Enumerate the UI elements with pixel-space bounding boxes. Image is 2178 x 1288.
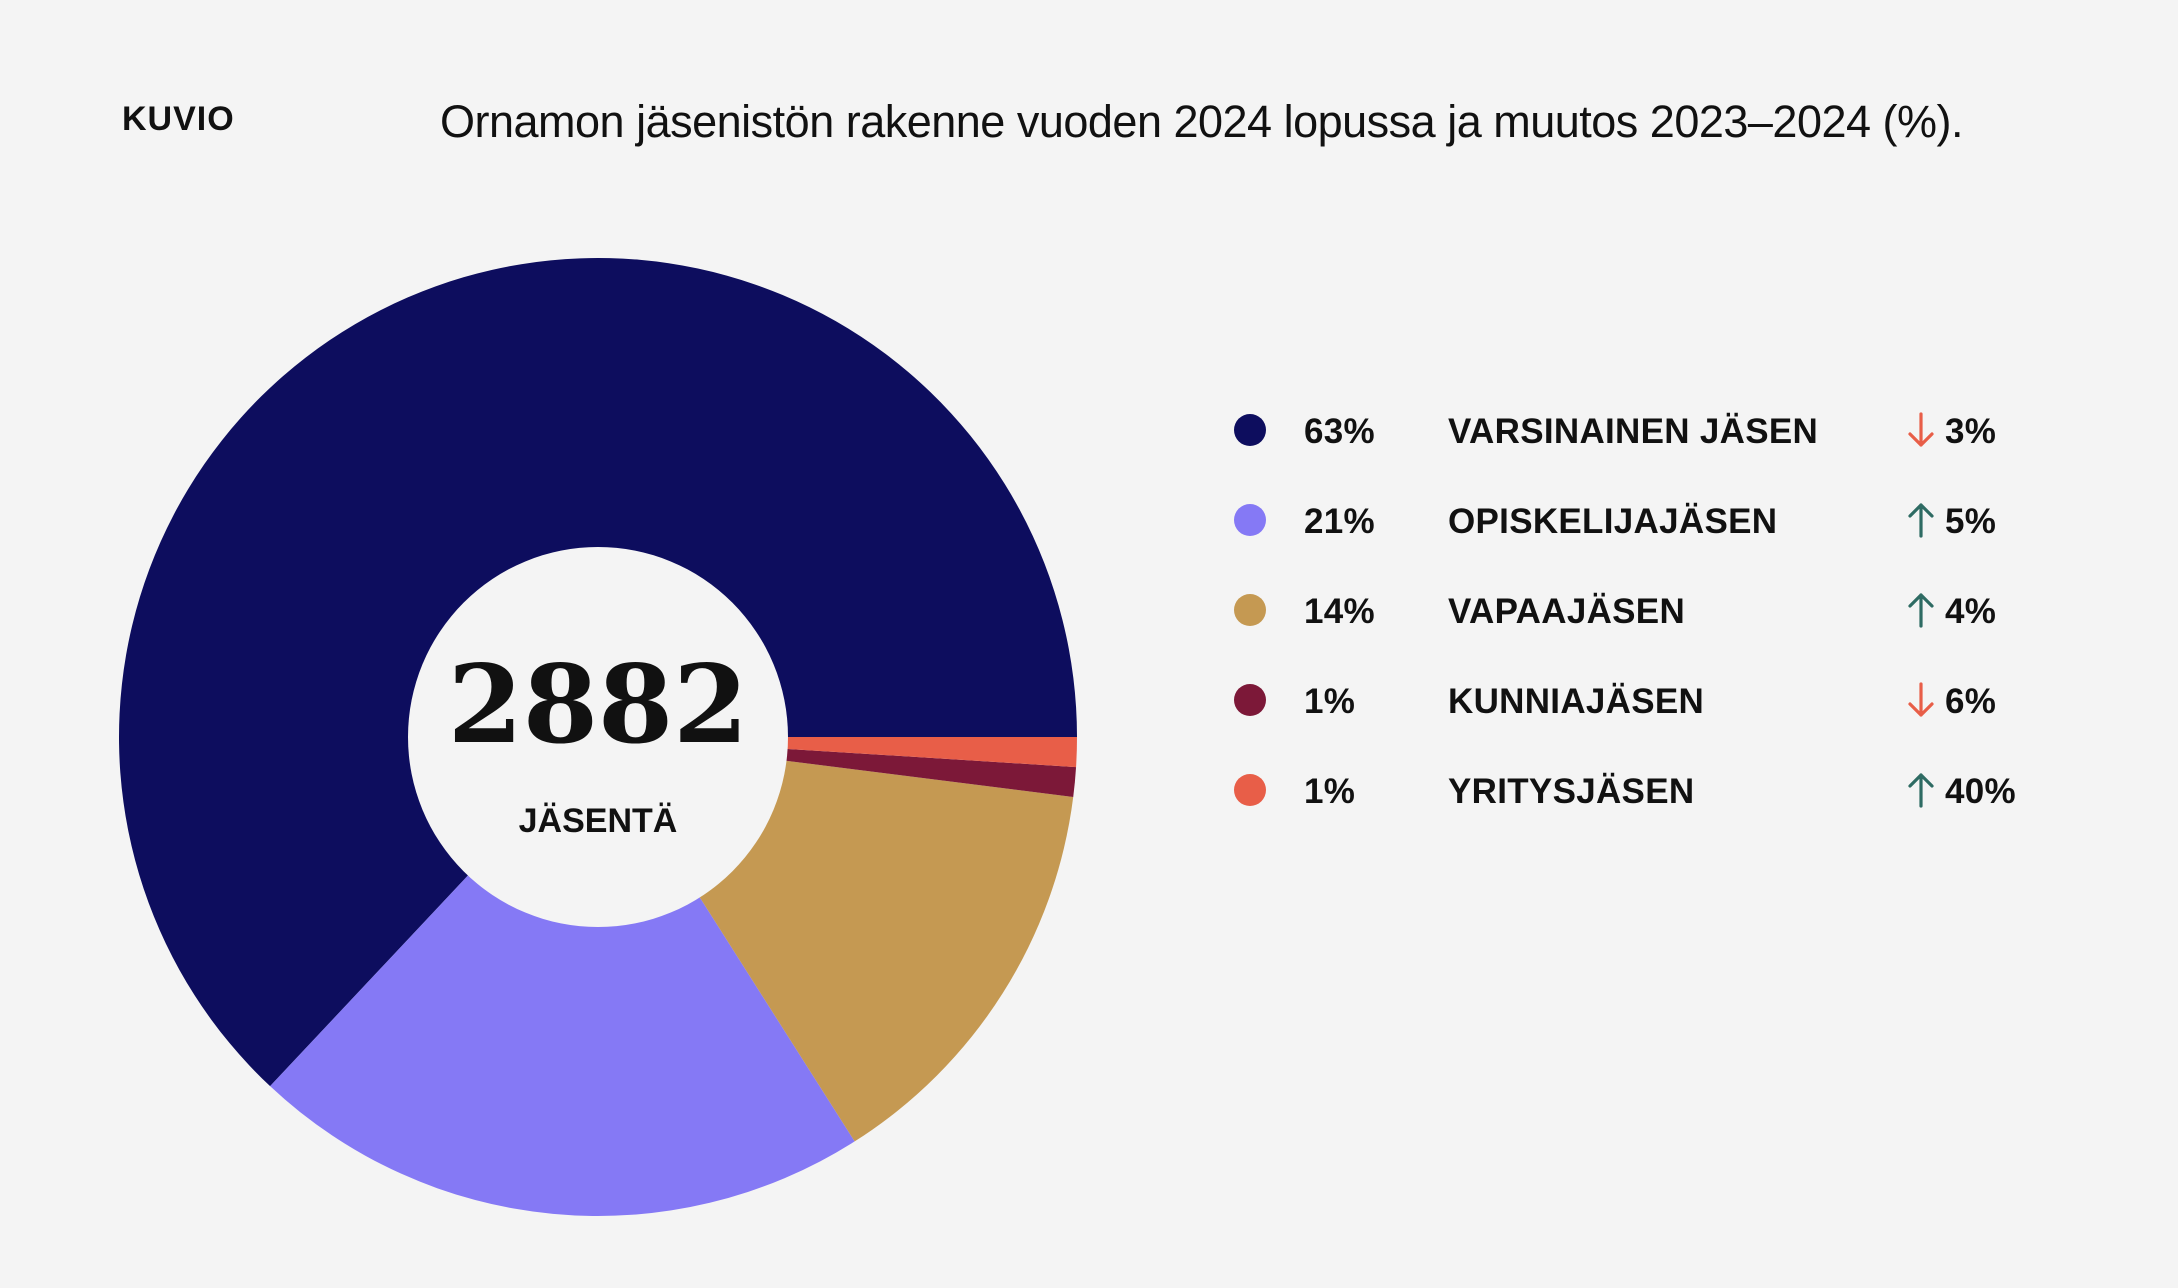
pie-slice-opiskelijajäsen: [270, 737, 855, 1216]
legend-percent: 1%: [1304, 682, 1356, 721]
legend-item: 63% VARSINAINEN JÄSEN 3%: [1234, 396, 2054, 486]
legend-change-value: 3%: [1945, 412, 1997, 451]
legend-item: 1% KUNNIAJÄSEN 6%: [1234, 666, 2054, 756]
legend-item: 1% YRITYSJÄSEN 40%: [1234, 756, 2054, 846]
legend-category: YRITYSJÄSEN: [1448, 772, 1695, 811]
center-label: JÄSENTÄ: [519, 802, 678, 840]
legend-swatch: [1234, 684, 1266, 716]
center-total: 2882: [448, 642, 749, 768]
legend-percent: 63%: [1304, 412, 1375, 451]
legend-percent: 14%: [1304, 592, 1375, 631]
chart-legend: 63% VARSINAINEN JÄSEN 3% 21% OPISKELIJAJÄSEN…: [1234, 396, 2054, 846]
figure-kicker: KUVIO: [122, 100, 235, 138]
legend-swatch: [1234, 504, 1266, 536]
chart-title: Ornamon jäsenistön rakenne vuoden 2024 l…: [440, 96, 1964, 147]
arrow-down-icon: [1908, 412, 1934, 447]
legend-category: VARSINAINEN JÄSEN: [1448, 412, 1819, 451]
legend-swatch: [1234, 594, 1266, 626]
arrow-up-icon: [1908, 503, 1934, 538]
legend-percent: 1%: [1304, 772, 1356, 811]
legend-item: 21% OPISKELIJAJÄSEN 5%: [1234, 486, 2054, 576]
arrow-up-icon: [1908, 593, 1934, 628]
arrow-down-icon: [1908, 682, 1934, 717]
legend-swatch: [1234, 414, 1266, 446]
legend-swatch: [1234, 774, 1266, 806]
legend-change-value: 4%: [1945, 592, 1997, 631]
legend-item: 14% VAPAAJÄSEN 4%: [1234, 576, 2054, 666]
legend-category: KUNNIAJÄSEN: [1448, 682, 1705, 721]
legend-category: VAPAAJÄSEN: [1448, 592, 1686, 631]
legend-change-value: 6%: [1945, 682, 1997, 721]
arrow-up-icon: [1908, 773, 1934, 808]
legend-change-value: 40%: [1945, 772, 2016, 811]
legend-category: OPISKELIJAJÄSEN: [1448, 502, 1778, 541]
donut-chart: 2882 JÄSENTÄ: [118, 258, 1077, 1216]
legend-change-value: 5%: [1945, 502, 1997, 541]
legend-percent: 21%: [1304, 502, 1375, 541]
donut-hole: [408, 547, 788, 927]
